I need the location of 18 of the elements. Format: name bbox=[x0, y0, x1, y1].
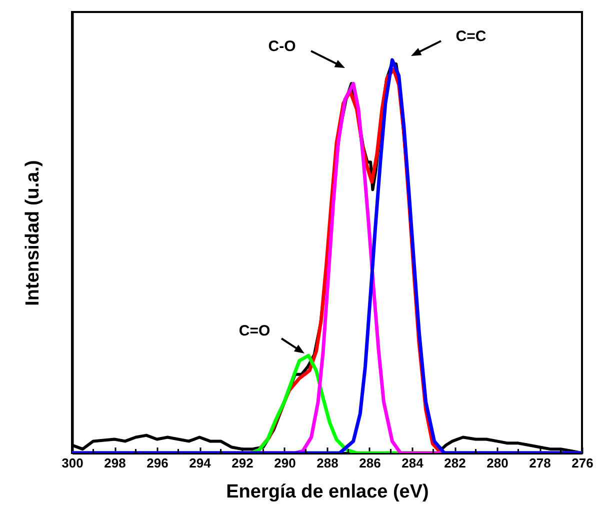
x-tick-label: 300 bbox=[62, 456, 84, 470]
x-axis-title: Energía de enlace (eV) bbox=[226, 482, 429, 502]
x-tick-label: 282 bbox=[444, 456, 466, 470]
x-tick-label: 296 bbox=[146, 456, 168, 470]
x-tick-label: 276 bbox=[572, 456, 594, 470]
x-tick-label: 294 bbox=[189, 456, 212, 470]
x-tick-label: 278 bbox=[529, 456, 551, 470]
x-tick-label: 288 bbox=[316, 456, 338, 470]
x-tick-label: 298 bbox=[104, 456, 126, 470]
text: C-O bbox=[268, 38, 296, 55]
x-tick-label: 290 bbox=[274, 456, 296, 470]
x-tick-label: 292 bbox=[232, 456, 254, 470]
x-tick-label: 280 bbox=[486, 456, 508, 470]
x-tick-label: 286 bbox=[359, 456, 381, 470]
x-tick-label: 284 bbox=[402, 456, 424, 470]
annotation: C=O bbox=[238, 322, 270, 340]
text: C=C bbox=[456, 28, 486, 45]
y-axis-title: Intensidad (u.a.) bbox=[22, 160, 44, 306]
